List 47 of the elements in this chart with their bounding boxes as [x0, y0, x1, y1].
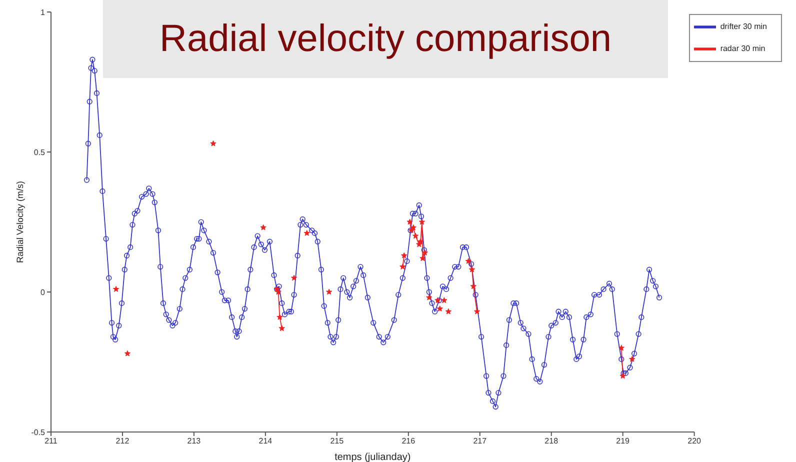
point: [417, 238, 424, 244]
point: [620, 372, 626, 379]
point: [112, 286, 120, 292]
point: [275, 288, 282, 295]
x-tick-label: 214: [258, 436, 273, 446]
point: [260, 224, 266, 230]
x-tick-label: 215: [330, 436, 344, 446]
x-tick-label: 212: [116, 436, 130, 446]
x-tick-label: 219: [616, 436, 630, 446]
x-tick-label: 217: [473, 436, 488, 446]
point: [420, 255, 426, 262]
point: [304, 230, 310, 236]
point: [278, 325, 285, 332]
point: [629, 356, 636, 362]
point: [465, 258, 472, 264]
point: [426, 294, 432, 300]
point: [474, 308, 480, 314]
y-tick-label: 0.5: [34, 148, 46, 157]
y-tick-label: 0: [40, 288, 46, 297]
point: [470, 283, 477, 290]
point: [618, 344, 625, 351]
y-axis-title: Radial Velocity (m/s): [15, 180, 26, 264]
point: [326, 288, 332, 295]
x-tick-label: 216: [402, 436, 416, 446]
x-tick-label: 213: [187, 436, 202, 446]
point: [401, 252, 408, 258]
x-tick-label: 211: [44, 436, 58, 446]
legend-label: radar 30 min: [720, 44, 766, 54]
x-tick-label: 218: [544, 436, 559, 446]
x-tick-label: 220: [688, 436, 702, 446]
point: [210, 140, 216, 146]
point: [445, 308, 452, 314]
point: [436, 306, 443, 312]
point: [418, 218, 426, 225]
point: [400, 264, 406, 270]
chart-title: Radial velocity comparison: [103, 0, 668, 78]
point: [124, 350, 131, 356]
point: [290, 274, 298, 281]
y-tick-label: 1: [40, 8, 46, 17]
point: [441, 297, 448, 304]
point: [412, 232, 419, 239]
legend-label: drifter 30 min: [720, 22, 767, 32]
point: [468, 266, 476, 272]
y-tick-label: -0.5: [31, 428, 46, 437]
x-axis-title: temps (julianday): [334, 452, 411, 462]
point: [406, 218, 413, 225]
point: [422, 250, 428, 256]
